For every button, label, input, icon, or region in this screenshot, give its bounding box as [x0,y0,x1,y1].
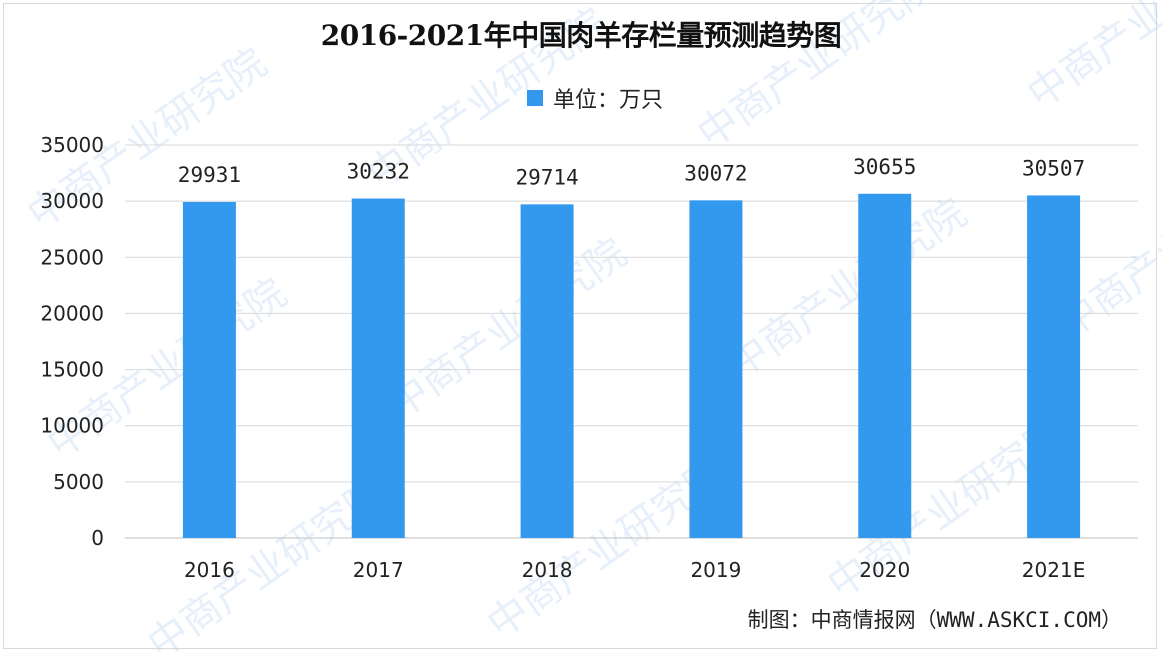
y-tick-label: 35000 [40,133,104,157]
y-tick-label: 0 [91,526,104,550]
bar-series [182,193,1081,539]
legend-label: 单位：万只 [553,88,664,113]
gridlines [125,144,1138,539]
x-tick-label: 2021E [1022,558,1086,582]
bar-2017 [351,198,405,538]
y-tick-label: 20000 [40,301,104,325]
y-tick-label: 25000 [40,245,104,269]
data-labels: 29931 30232 29714 30072 30655 30507 [178,155,1085,190]
data-label-2016: 29931 [178,163,241,187]
y-tick-label: 15000 [40,358,104,382]
bar-2021E [1027,195,1081,539]
data-label-2018: 29714 [515,165,578,189]
y-tick-label: 10000 [40,414,104,438]
x-tick-label: 2016 [184,558,235,582]
legend: 单位：万只 [527,84,664,113]
legend-swatch [527,90,543,106]
bar-2016 [182,201,236,538]
data-label-2021E: 30507 [1022,156,1085,180]
x-axis: 2016 2017 2018 2019 2020 2021E [184,558,1085,582]
chart-frame [3,3,1157,649]
bar-2018 [520,204,574,538]
source-credit: 制图：中商情报网（WWW.ASKCI.COM） [747,608,1122,632]
data-label-2019: 30072 [684,161,747,185]
x-tick-label: 2019 [690,558,741,582]
y-tick-label: 30000 [40,189,104,213]
watermark-text: 中商产业研究院 [379,230,635,428]
y-tick-label: 5000 [53,470,104,494]
chart-title: 2016-2021年中国肉羊存栏量预测趋势图 [320,19,842,52]
data-label-2020: 30655 [853,155,916,179]
watermark-text: 中商产业研究院 [719,190,975,388]
bar-2020 [858,193,912,538]
x-tick-label: 2017 [353,558,404,582]
bar-2019 [689,200,743,538]
x-tick-label: 2020 [859,558,910,582]
y-axis: 0 5000 10000 15000 20000 25000 30000 35000 [40,133,104,550]
x-tick-label: 2018 [522,558,573,582]
data-label-2017: 30232 [347,160,410,184]
